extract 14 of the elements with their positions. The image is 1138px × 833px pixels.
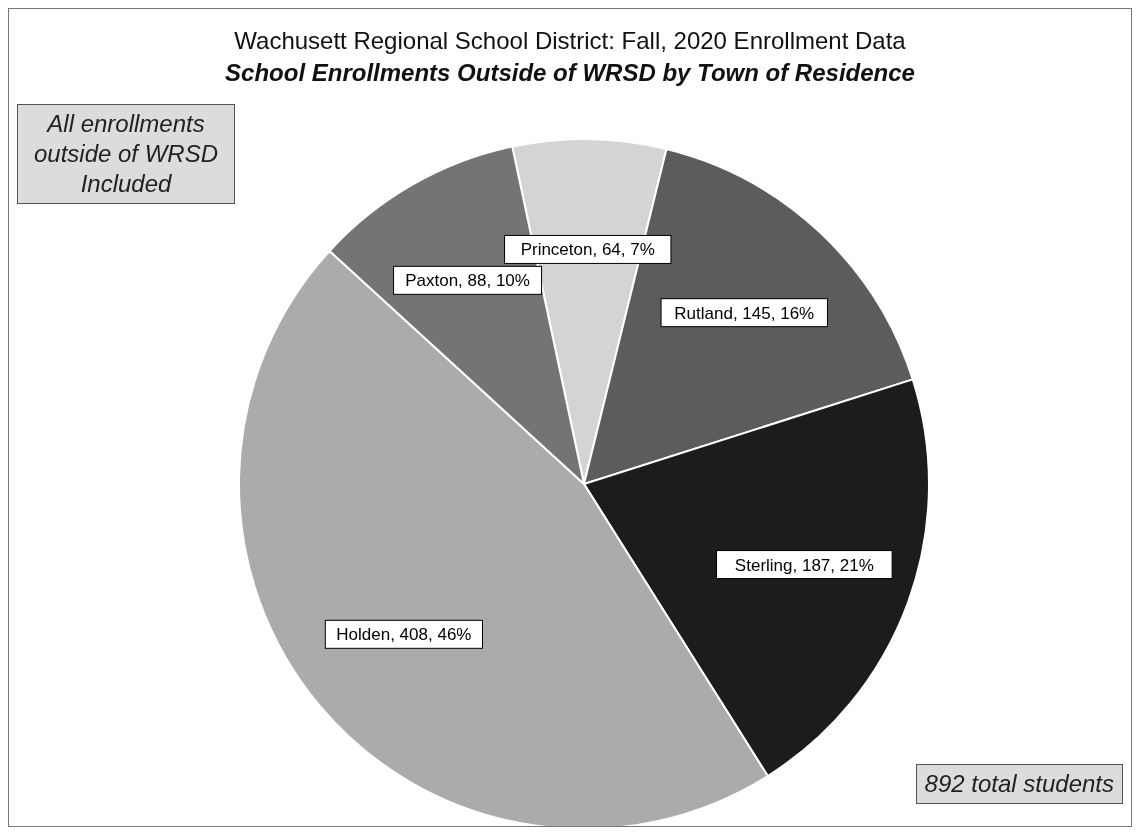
chart-title: Wachusett Regional School District: Fall, 2020 Enrollment Data xyxy=(233,27,907,55)
text: 892 total students xyxy=(915,764,1123,804)
text: All enrollments outside of WRSD Included xyxy=(17,104,235,204)
data-label: , 64, 7% xyxy=(592,240,655,260)
slice-label: Princeton xyxy=(520,240,593,260)
data-label: , 145, 16% xyxy=(732,303,815,323)
slice-label: Paxton xyxy=(405,271,459,291)
data-label: , 187, 21% xyxy=(792,555,874,575)
slice-label: Sterling xyxy=(734,555,793,575)
data-label: , 88, 10% xyxy=(458,271,530,291)
slice-label: Rutland xyxy=(674,303,733,323)
data-label: , 408, 46% xyxy=(390,625,472,645)
slice-label: Holden xyxy=(336,625,391,645)
chart-subtitle: School Enrollments Outside of WRSD by Town of Residence xyxy=(224,59,916,87)
